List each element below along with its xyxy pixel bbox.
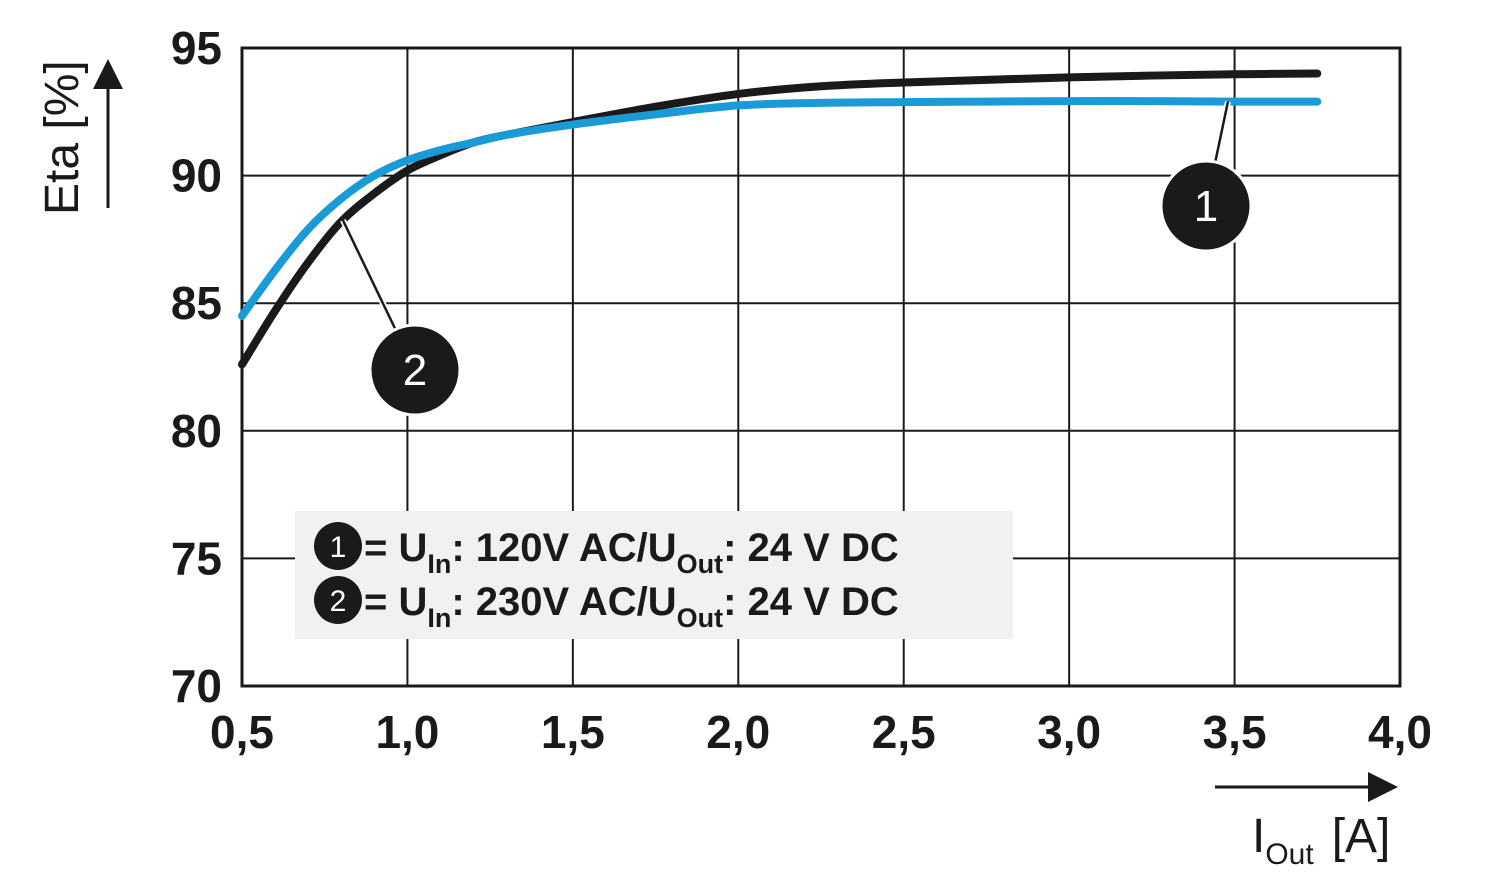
legend-subscript: Out <box>677 603 724 633</box>
x-axis-label-main: I <box>1252 810 1265 863</box>
callout-marker-number: 1 <box>1194 182 1218 231</box>
y-tick-label: 70 <box>171 660 222 712</box>
y-axis-label-group: Eta [%] <box>36 59 123 215</box>
legend-entry-1: = UIn: 120V AC/UOut: 24 V DC <box>364 526 899 579</box>
legend-text-part: : 24 V DC <box>723 526 899 570</box>
legend-box <box>295 511 1013 639</box>
y-tick-label: 90 <box>171 150 222 202</box>
legend-text-part: : 230V AC/U <box>451 580 676 624</box>
x-tick-label: 2,0 <box>706 706 770 758</box>
y-tick-label: 85 <box>171 277 222 329</box>
x-tick-label: 2,5 <box>872 706 936 758</box>
legend-entry-2: = UIn: 230V AC/UOut: 24 V DC <box>364 580 899 633</box>
y-axis-label: Eta [%] <box>36 60 89 215</box>
legend-marker-1 <box>314 522 362 570</box>
legend-subscript: Out <box>677 549 724 579</box>
x-axis-label-sub: Out <box>1265 838 1314 871</box>
tick-labels: 0,5 1,0 1,5 2,0 2,5 3,0 3,5 4,0 70 75 80 85 90 95 <box>171 22 1432 758</box>
x-tick-label: 1,5 <box>541 706 605 758</box>
x-axis-label-unit: [A] <box>1332 810 1391 863</box>
legend-marker-number: 2 <box>330 585 347 618</box>
x-axis-label: IOut [A] <box>1252 810 1390 871</box>
x-axis-label-group: IOut [A] <box>1215 772 1398 871</box>
legend-marker-number: 1 <box>330 531 347 564</box>
x-tick-label: 3,0 <box>1037 706 1101 758</box>
series-line-2 <box>238 69 1322 369</box>
legend-text-part: = U <box>364 526 427 570</box>
callout-marker-2 <box>368 323 462 417</box>
x-tick-label: 3,5 <box>1203 706 1267 758</box>
series-callouts: 12 <box>340 100 1253 417</box>
x-tick-label: 1,0 <box>375 706 439 758</box>
legend-text-part: : 120V AC/U <box>451 526 676 570</box>
callout-marker-1 <box>1159 159 1253 253</box>
x-tick-label: 0,5 <box>210 706 274 758</box>
legend-marker-2 <box>314 576 362 624</box>
legend: 1 = UIn: 120V AC/UOut: 24 V DC2 = UIn: 230… <box>295 511 1013 639</box>
x-tick-label: 4,0 <box>1368 706 1432 758</box>
y-tick-label: 80 <box>171 405 222 457</box>
legend-subscript: In <box>427 549 451 579</box>
callout-marker-number: 2 <box>403 346 427 395</box>
legend-text-part: : 24 V DC <box>723 580 899 624</box>
y-tick-label: 75 <box>171 532 222 584</box>
legend-text-part: = U <box>364 580 427 624</box>
series-line-1 <box>238 97 1322 320</box>
y-tick-label: 95 <box>171 22 222 74</box>
series-layer <box>238 69 1322 369</box>
legend-subscript: In <box>427 603 451 633</box>
